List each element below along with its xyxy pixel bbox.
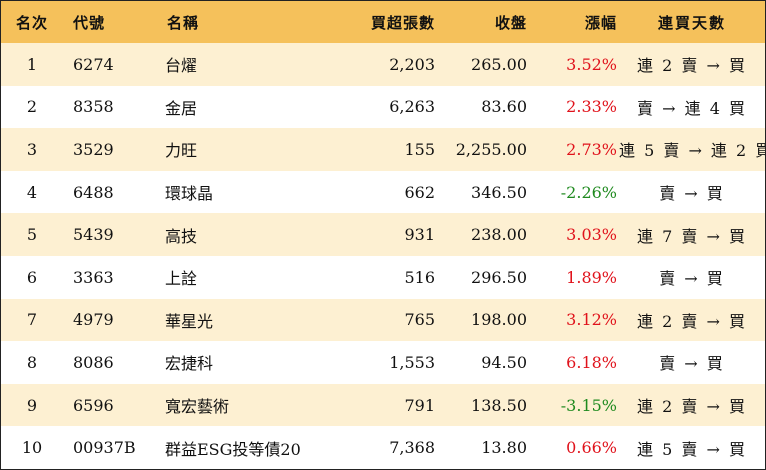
cell-rank: 8	[26, 352, 38, 372]
cell-change: 1.89%	[566, 267, 617, 287]
header-row: 名次 代號 名稱 買超張數 收盤 漲幅 連買天數	[1, 1, 765, 43]
cell-consecutive-days: 連 5 賣 → 連 2 買	[619, 141, 765, 161]
header-name: 名稱	[167, 13, 200, 32]
cell-change: 0.66%	[566, 438, 617, 458]
cell-net-buy: 791	[404, 395, 435, 415]
cell-consecutive-days: 賣 → 買	[659, 354, 725, 374]
cell-close: 265.00	[471, 54, 527, 74]
table-row: 6 3363 上詮 516 296.50 1.89% 賣 → 買	[1, 255, 765, 299]
cell-rank: 9	[26, 395, 38, 415]
cell-net-buy: 516	[404, 267, 435, 287]
cell-consecutive-days: 賣 → 買	[659, 184, 725, 204]
header-code: 代號	[73, 13, 106, 32]
cell-consecutive-days: 連 2 賣 → 買	[637, 397, 747, 417]
table-body: 1 6274 台燿 2,203 265.00 3.52% 連 2 賣 → 買 2…	[1, 43, 765, 469]
table-row: 8 8086 宏捷科 1,553 94.50 6.18% 賣 → 買	[1, 341, 765, 384]
table-row: 10 00937B 群益ESG投等債20 7,368 13.80 0.66% 連…	[1, 426, 765, 469]
cell-close: 238.00	[471, 225, 527, 245]
cell-net-buy: 1,553	[389, 352, 435, 372]
cell-net-buy: 931	[404, 225, 435, 245]
cell-net-buy: 7,368	[389, 438, 435, 458]
cell-close: 2,255.00	[455, 139, 527, 159]
cell-name: 宏捷科	[165, 354, 214, 374]
cell-code: 8086	[73, 352, 114, 372]
cell-rank: 5	[26, 225, 38, 245]
cell-name: 環球晶	[165, 184, 214, 204]
cell-consecutive-days: 賣 → 買	[659, 269, 725, 289]
cell-name: 群益ESG投等債20	[165, 439, 301, 459]
cell-net-buy: 765	[404, 310, 435, 330]
table-row: 2 8358 金居 6,263 83.60 2.33% 賣 → 連 4 買	[1, 85, 765, 129]
cell-code: 4979	[73, 310, 114, 330]
table-row: 5 5439 高技 931 238.00 3.03% 連 7 賣 → 買	[1, 213, 765, 256]
table-row: 9 6596 寬宏藝術 791 138.50 -3.15% 連 2 賣 → 買	[1, 383, 765, 427]
cell-code: 3529	[73, 139, 114, 159]
cell-consecutive-days: 連 2 賣 → 買	[637, 311, 747, 331]
cell-close: 138.50	[471, 395, 527, 415]
cell-rank: 6	[26, 267, 38, 287]
cell-code: 6596	[73, 395, 114, 415]
cell-close: 198.00	[471, 310, 527, 330]
cell-name: 高技	[165, 226, 198, 246]
header-net-buy: 買超張數	[370, 13, 435, 32]
cell-change: 2.73%	[566, 139, 617, 159]
cell-close: 13.80	[481, 438, 527, 458]
cell-consecutive-days: 連 7 賣 → 買	[637, 226, 747, 246]
header-rank: 名次	[15, 13, 48, 32]
cell-rank: 4	[26, 182, 38, 202]
table-header: 名次 代號 名稱 買超張數 收盤 漲幅 連買天數	[1, 1, 765, 43]
cell-close: 83.60	[481, 97, 527, 117]
header-consecutive-days: 連買天數	[657, 13, 726, 32]
table-row: 4 6488 環球晶 662 346.50 -2.26% 賣 → 買	[1, 170, 765, 214]
cell-consecutive-days: 連 2 賣 → 買	[637, 56, 747, 76]
header-close: 收盤	[494, 13, 527, 32]
cell-name: 力旺	[165, 141, 198, 161]
table-row: 7 4979 華星光 765 198.00 3.12% 連 2 賣 → 買	[1, 298, 765, 342]
cell-change: 6.18%	[566, 352, 617, 372]
cell-net-buy: 2,203	[389, 54, 435, 74]
cell-change: 2.33%	[566, 97, 617, 117]
cell-change: 3.03%	[566, 225, 617, 245]
cell-name: 寬宏藝術	[165, 397, 230, 417]
header-change: 漲幅	[584, 13, 617, 32]
cell-net-buy: 6,263	[389, 97, 435, 117]
cell-rank: 3	[26, 139, 38, 159]
cell-code: 6274	[73, 54, 114, 74]
cell-change: 3.12%	[566, 310, 617, 330]
cell-close: 296.50	[471, 267, 527, 287]
cell-change: -2.26%	[560, 182, 617, 202]
cell-name: 台燿	[165, 56, 198, 76]
table-row: 3 3529 力旺 155 2,255.00 2.73% 連 5 賣 → 連 2…	[1, 128, 765, 171]
cell-name: 上詮	[165, 269, 198, 289]
cell-code: 3363	[73, 267, 114, 287]
cell-change: 3.52%	[566, 54, 617, 74]
cell-close: 346.50	[471, 182, 527, 202]
cell-rank: 1	[26, 54, 38, 74]
cell-rank: 10	[21, 438, 43, 458]
cell-net-buy: 662	[404, 182, 435, 202]
cell-rank: 2	[26, 97, 38, 117]
table-row: 1 6274 台燿 2,203 265.00 3.52% 連 2 賣 → 買	[1, 43, 765, 86]
cell-code: 8358	[73, 97, 114, 117]
cell-code: 6488	[73, 182, 114, 202]
cell-consecutive-days: 賣 → 連 4 買	[637, 98, 747, 118]
cell-rank: 7	[26, 310, 38, 330]
cell-name: 華星光	[165, 311, 214, 331]
cell-consecutive-days: 連 5 賣 → 買	[637, 439, 747, 459]
cell-code: 00937B	[73, 438, 136, 458]
cell-net-buy: 155	[404, 139, 435, 159]
cell-change: -3.15%	[560, 395, 617, 415]
cell-name: 金居	[165, 98, 198, 118]
cell-close: 94.50	[481, 352, 527, 372]
cell-code: 5439	[73, 225, 114, 245]
